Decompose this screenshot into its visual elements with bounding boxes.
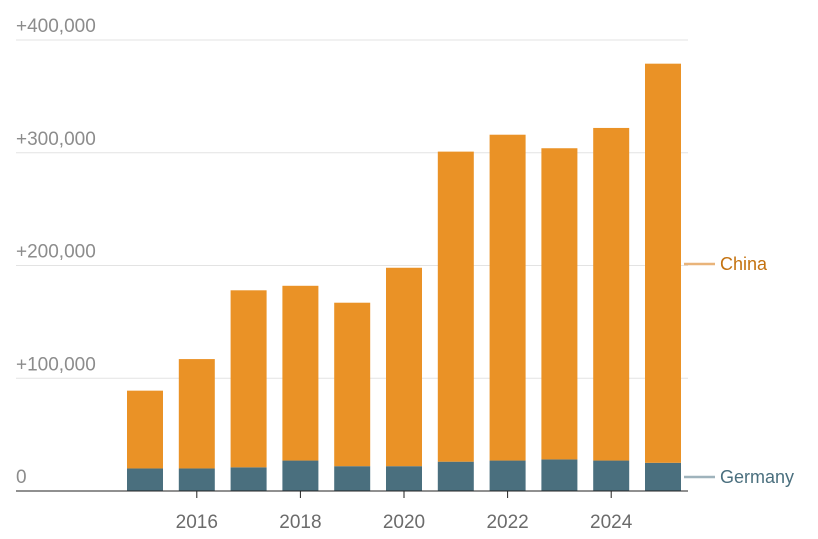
y-tick-label: +400,000 [16,16,96,37]
y-axis-tick-labels: 0 +100,000 +200,000 +300,000 +400,000 [16,16,96,488]
bar-china-2021 [437,151,474,462]
bar-china-2018 [282,285,319,461]
x-tick-label: 2022 [486,512,528,533]
x-tick-label: 2016 [176,512,218,533]
legend-label-china: China [720,254,768,274]
x-tick-label: 2020 [383,512,425,533]
bar-china-2017 [230,290,267,468]
x-tick-label: 2024 [590,512,633,533]
y-tick-label: 0 [16,467,27,488]
y-tick-label: +200,000 [16,242,96,263]
bar-china-2016 [178,359,215,469]
legend: Germany China [684,254,794,487]
bar-germany-2020 [386,466,422,491]
x-tick-label: 2018 [279,512,321,533]
bar-china-2022 [489,134,526,461]
bar-china-2015 [127,390,163,469]
bar-germany-2021 [437,461,474,491]
bar-germany-2016 [178,468,215,491]
x-axis: 2016 2018 2020 2022 2024 [16,490,688,533]
bar-germany-2017 [230,467,267,491]
bar-germany-2025 [645,462,681,491]
y-tick-label: +100,000 [16,354,96,375]
bar-china-2024 [593,127,630,461]
bar-china-2020 [386,267,422,467]
bar-china-2019 [334,302,371,467]
legend-label-germany: Germany [720,467,794,487]
bar-china-2023 [541,148,578,460]
bar-germany-2022 [489,460,526,491]
bar-germany-2015 [127,468,163,491]
bar-germany-2019 [334,466,371,491]
bar-germany-2018 [282,460,319,491]
bars [127,63,681,491]
y-tick-label: +300,000 [16,129,96,150]
bar-germany-2023 [541,459,578,491]
bar-china-2025 [645,63,681,463]
bar-germany-2024 [593,460,630,491]
